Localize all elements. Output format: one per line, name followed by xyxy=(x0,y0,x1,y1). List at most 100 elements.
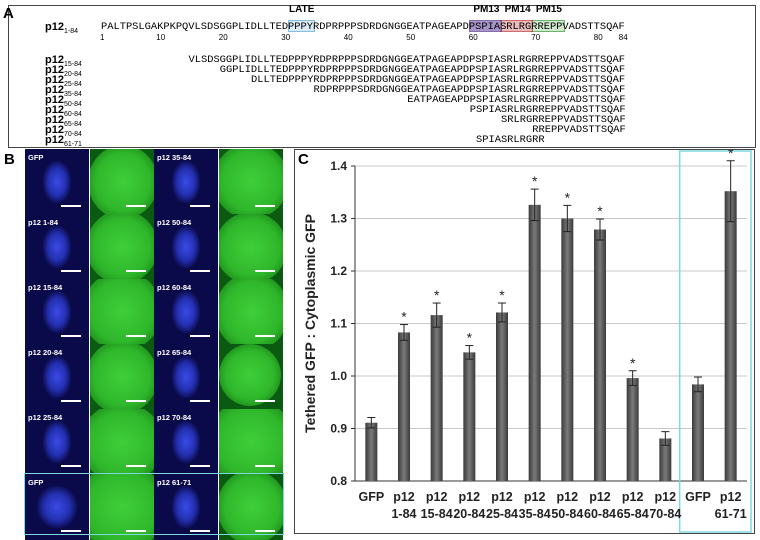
gfp-image xyxy=(219,474,283,540)
micrograph-label: GFP xyxy=(28,478,44,487)
seq-row-label: p1261-71 xyxy=(45,134,82,148)
gfp-image xyxy=(90,149,154,215)
chromatin-blob xyxy=(172,291,200,333)
scale-bar xyxy=(126,270,146,272)
y-tick-label: 1.0 xyxy=(330,369,347,383)
nucleus-image: p12 1-84 xyxy=(25,214,89,280)
seq-row-range: 65-84 xyxy=(63,121,82,129)
significance-marker: * xyxy=(467,330,473,346)
bar xyxy=(430,315,443,481)
x-tick-label-range: 65-84 xyxy=(617,507,649,521)
seq-row-sequence: EATPAGEAPDPSPIASRLRGRREPPVADSTTSQAF xyxy=(407,94,626,106)
chromatin-blob xyxy=(172,421,200,463)
chromatin-blob xyxy=(43,161,71,203)
seq-row-label: p1250-84 xyxy=(45,94,82,108)
scale-bar xyxy=(61,270,81,272)
scale-bar xyxy=(255,270,275,272)
seq-row-label: p1235-84 xyxy=(45,84,82,98)
seq-row-name: p12 xyxy=(45,104,64,116)
nucleus-image: p12 15-84 xyxy=(25,279,89,345)
x-tick-label: p12 xyxy=(426,490,448,504)
scale-bar xyxy=(190,270,210,272)
chromatin-blob xyxy=(43,226,71,268)
position-tick: 30 xyxy=(281,33,291,42)
seq-row-sequence: SRLRGRREPPVADSTTSQAF xyxy=(501,114,626,126)
significance-marker: * xyxy=(499,287,505,303)
micrograph-label: GFP xyxy=(28,153,44,162)
seq-row-name: p12 xyxy=(45,94,64,106)
gfp-image xyxy=(219,214,283,280)
seq-row-sequence: RREPPVADSTTSQAF xyxy=(532,124,626,136)
seq-row-name: p12 xyxy=(45,64,64,76)
micrograph-label: p12 35-84 xyxy=(157,153,192,162)
nucleus-image: GFP xyxy=(25,149,89,215)
x-tick-label-range: 20-84 xyxy=(453,507,485,521)
position-tick: 10 xyxy=(156,33,166,42)
seq-row-name: p12 xyxy=(45,114,64,126)
x-tick-label-range: 60-84 xyxy=(584,507,616,521)
x-tick-label-range: 25-84 xyxy=(486,507,518,521)
gfp-cell-blob xyxy=(90,344,154,410)
bar xyxy=(398,332,410,481)
chromatin-blob xyxy=(37,486,77,528)
bar xyxy=(692,384,704,481)
y-tick-label: 0.9 xyxy=(330,422,347,436)
nucleus-image: p12 60-84 xyxy=(154,279,218,345)
bar xyxy=(496,312,508,481)
micrograph-label: p12 1-84 xyxy=(28,218,59,227)
scale-bar xyxy=(190,205,210,207)
highlight-box xyxy=(24,473,284,535)
significance-marker: * xyxy=(565,189,571,205)
bar-chart: 0.8 0.9 1.0 1.1 1.2 1.3 1.4 GFP * p12 1-84 * p12 15-8… xyxy=(302,145,752,533)
gfp-cell-blob xyxy=(219,409,283,475)
x-tick-label-range: 61-71 xyxy=(715,507,747,521)
chromatin-blob xyxy=(172,356,200,398)
x-tick-label: p12 xyxy=(557,490,579,504)
seq-row-sequence: PSPIASRLRGRREPPVADSTTSQAF xyxy=(469,104,626,116)
x-tick-label: p12 xyxy=(655,490,677,504)
x-tick-label-range: 50-84 xyxy=(551,507,583,521)
seq-row-name: p12 xyxy=(45,134,64,146)
seq-row-name: p12 xyxy=(45,84,64,96)
nucleus-image: p12 20-84 xyxy=(25,344,89,410)
chromatin-blob xyxy=(43,291,71,333)
seq-row-range: 61-71 xyxy=(63,141,82,149)
seq-row-label: p1270-84 xyxy=(45,124,82,138)
seq-row-range: 15-84 xyxy=(63,61,82,69)
seq-row-range: 50-84 xyxy=(63,101,82,109)
motif-label-pm15: PM15 xyxy=(535,4,562,15)
scale-bar xyxy=(61,400,81,402)
gfp-cell-blob xyxy=(90,474,154,540)
seq-row-range: 35-84 xyxy=(63,91,82,99)
micrograph-label: p12 65-84 xyxy=(157,348,192,357)
scale-bar xyxy=(126,400,146,402)
seq-row-sequence: GGPLIDLLTEDPPPYRDPRPPPSDRDGNGGEATPAGEAPD… xyxy=(219,64,626,76)
x-tick-label-range: 70-84 xyxy=(649,507,681,521)
seq-row-sequence: DLLTEDPPPYRDPRPPPSDRDGNGGEATPAGEAPDPSPIA… xyxy=(251,74,626,86)
gfp-image xyxy=(90,474,154,540)
micrograph-label: p12 61-71 xyxy=(157,478,192,487)
seq-row-sequence: PALTPSLGAKPKPQVLSDSGGPLIDLLTEDPPPYRDPRPP… xyxy=(101,21,625,33)
scale-bar xyxy=(190,335,210,337)
seq-row-label: p1220-84 xyxy=(45,64,82,78)
seq-row-name: p12 xyxy=(45,54,64,66)
gfp-image xyxy=(90,344,154,410)
seq-row-sequence: VLSDSGGPLIDLLTEDPPPYRDPRPPPSDRDGNGGEATPA… xyxy=(188,54,625,66)
scale-bar xyxy=(61,335,81,337)
seq-row-label: p1265-84 xyxy=(45,114,82,128)
bar xyxy=(365,422,378,481)
seq-row-range: 70-84 xyxy=(63,131,82,139)
gfp-cell-blob xyxy=(90,149,154,215)
micrograph-label: p12 15-84 xyxy=(28,283,63,292)
chromatin-blob xyxy=(172,486,200,528)
gfp-image xyxy=(219,149,283,215)
seq-row-name: p12 xyxy=(45,124,64,136)
scale-bar xyxy=(61,205,81,207)
chromatin-blob xyxy=(43,356,71,398)
scale-bar xyxy=(255,205,275,207)
significance-marker: * xyxy=(434,287,440,303)
position-tick: 60 xyxy=(468,33,478,42)
nucleus-image: p12 70-84 xyxy=(154,409,218,475)
gfp-image xyxy=(90,409,154,475)
nucleus-image: p12 25-84 xyxy=(25,409,89,475)
